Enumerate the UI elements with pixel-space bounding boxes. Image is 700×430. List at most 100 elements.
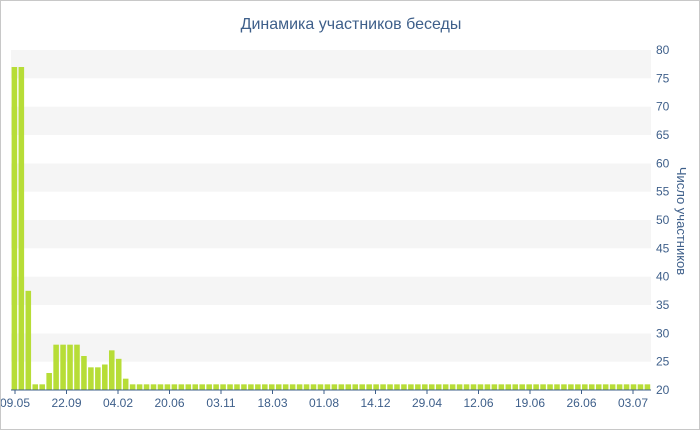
y-tick-label: 45: [656, 241, 670, 255]
bar: [422, 384, 428, 390]
bar: [282, 384, 289, 390]
y-tick-label: 20: [656, 383, 670, 397]
grid-band: [11, 135, 651, 164]
bar: [115, 358, 122, 390]
bar: [394, 384, 400, 390]
bar: [533, 384, 539, 390]
bar: [498, 384, 505, 390]
bar: [289, 384, 296, 390]
x-tick-label: 03.11: [206, 396, 235, 410]
bar: [616, 384, 623, 390]
bar: [199, 384, 205, 390]
bar: [32, 384, 39, 390]
bar: [575, 384, 581, 390]
bar: [150, 384, 157, 390]
bar: [157, 384, 164, 390]
bars: [11, 67, 651, 390]
bar: [192, 384, 199, 390]
bar: [74, 344, 80, 390]
chart-title: Динамика участников беседы: [241, 16, 462, 33]
bar: [81, 356, 87, 390]
bar: [435, 384, 442, 390]
grid-band: [11, 50, 651, 79]
bar: [602, 384, 609, 390]
bar: [491, 384, 498, 390]
bar: [352, 384, 359, 390]
x-tick-label: 26.06: [566, 396, 596, 410]
bar: [25, 290, 32, 390]
y-tick-label: 25: [656, 355, 670, 369]
y-tick-label: 30: [656, 326, 670, 340]
bar: [185, 384, 192, 390]
y-tick-label: 60: [656, 156, 670, 170]
grid-band: [11, 191, 651, 220]
bar: [129, 384, 136, 390]
bar: [143, 384, 150, 390]
x-axis-ticks: 09.05 22.09 04.02 20.06 03.11 18.03 01.08 14.12…: [1, 390, 648, 410]
bar: [484, 384, 491, 390]
bar: [512, 384, 519, 390]
bar: [415, 384, 421, 390]
y-tick-label: 70: [656, 100, 670, 114]
bar: [463, 384, 470, 390]
bar: [303, 384, 310, 390]
bar: [220, 384, 226, 390]
bar: [470, 384, 477, 390]
y-tick-label: 55: [656, 185, 670, 199]
bar: [310, 384, 317, 390]
bar: [540, 384, 546, 390]
y-tick-label: 35: [656, 298, 670, 312]
bar: [609, 384, 616, 390]
y-tick-label: 50: [656, 213, 670, 227]
bar: [296, 384, 303, 390]
bar: [526, 384, 532, 390]
bar: [331, 384, 338, 390]
y-tick-label: 75: [656, 71, 670, 85]
bar: [171, 384, 178, 390]
bar: [88, 367, 94, 390]
bar: [505, 384, 512, 390]
bar: [582, 384, 588, 390]
x-tick-label: 20.06: [154, 396, 184, 410]
x-tick-label: 14.12: [360, 396, 390, 410]
bar: [630, 384, 637, 390]
y-axis-ticks: 20 25 30 35 40 45 50 55 60 65 70 75 80: [656, 43, 670, 397]
bar: [255, 384, 261, 390]
bar: [547, 384, 553, 390]
bar: [442, 384, 449, 390]
bar: [108, 350, 115, 390]
bar: [248, 384, 254, 390]
grid-band: [11, 276, 651, 305]
bar: [408, 384, 414, 390]
bar: [561, 384, 567, 390]
bar: [623, 384, 630, 390]
x-tick-label: 29.04: [412, 396, 442, 410]
bar: [136, 384, 143, 390]
bar: [46, 373, 52, 390]
bar: [373, 384, 379, 390]
x-tick-label: 04.02: [103, 396, 133, 410]
grid-band: [11, 106, 651, 135]
x-tick-label: 12.06: [463, 396, 493, 410]
bar: [95, 367, 101, 390]
grid-band: [11, 220, 651, 249]
grid-band: [11, 163, 651, 192]
bar: [164, 384, 171, 390]
bar: [359, 384, 365, 390]
x-tick-label: 19.06: [515, 396, 545, 410]
bar: [39, 384, 45, 390]
bar: [11, 67, 18, 390]
bar: [519, 384, 525, 390]
bar: [380, 384, 386, 390]
bar: [53, 344, 59, 390]
grid-band: [11, 305, 651, 334]
bar: [60, 344, 66, 390]
x-tick-label: 03.07: [618, 396, 648, 410]
bar: [234, 384, 240, 390]
grid-bands: [11, 50, 651, 390]
bar: [227, 384, 233, 390]
bar: [122, 378, 129, 390]
bar: [595, 384, 602, 390]
